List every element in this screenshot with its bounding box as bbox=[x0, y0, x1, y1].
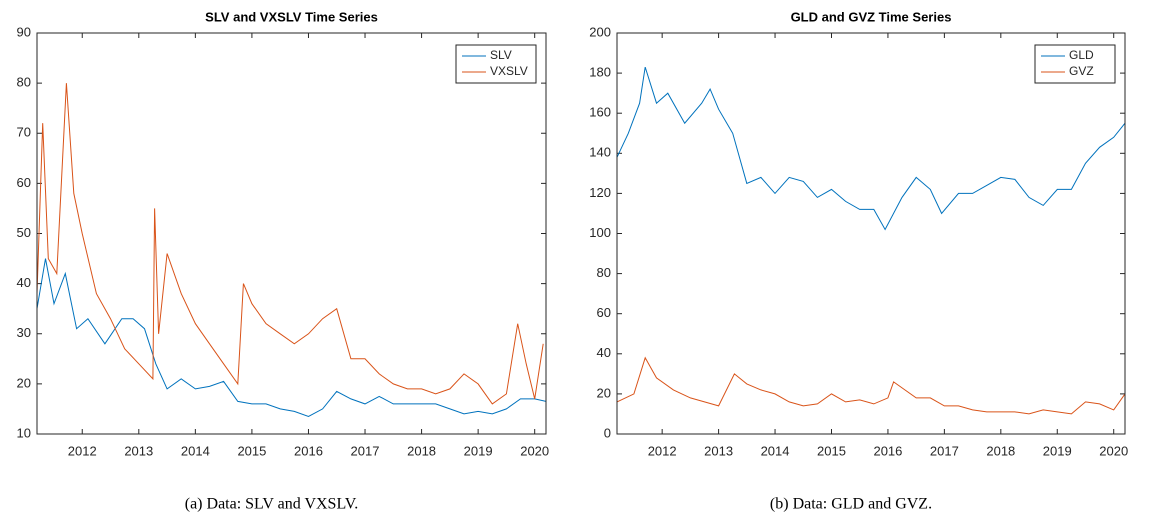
y-tick-label: 20 bbox=[17, 375, 31, 390]
series-line bbox=[616, 66, 1126, 231]
series-line bbox=[616, 356, 1126, 415]
y-tick-label: 30 bbox=[17, 325, 31, 340]
legend-label: VXSLV bbox=[490, 64, 528, 78]
x-tick-label: 2018 bbox=[986, 443, 1015, 458]
legend-label: SLV bbox=[490, 48, 512, 62]
series-line bbox=[36, 83, 544, 405]
y-tick-label: 60 bbox=[17, 175, 31, 190]
x-tick-label: 2019 bbox=[464, 443, 493, 458]
chart-title: SLV and VXSLV Time Series bbox=[205, 9, 378, 24]
x-tick-label: 2015 bbox=[817, 443, 846, 458]
y-tick-label: 80 bbox=[597, 265, 611, 280]
legend-box bbox=[455, 44, 537, 84]
x-tick-label: 2013 bbox=[704, 443, 733, 458]
y-tick-label: 10 bbox=[17, 425, 31, 440]
plot-area bbox=[37, 33, 546, 434]
y-tick-label: 90 bbox=[17, 24, 31, 39]
caption: (b) Data: GLD and GVZ. bbox=[770, 496, 932, 513]
y-tick-label: 200 bbox=[589, 24, 611, 39]
x-tick-label: 2013 bbox=[124, 443, 153, 458]
y-tick-label: 60 bbox=[597, 305, 611, 320]
axes-box bbox=[616, 32, 1126, 435]
legend-label: GVZ bbox=[1069, 64, 1094, 78]
legend-label: GLD bbox=[1069, 48, 1094, 62]
x-tick-label: 2016 bbox=[294, 443, 323, 458]
y-tick-label: 70 bbox=[17, 125, 31, 140]
caption: (a) Data: SLV and VXSLV. bbox=[185, 496, 359, 513]
y-tick-label: 40 bbox=[17, 275, 31, 290]
x-tick-label: 2020 bbox=[520, 443, 549, 458]
axes-box bbox=[36, 32, 547, 435]
y-tick-label: 80 bbox=[17, 75, 31, 90]
y-tick-label: 0 bbox=[604, 425, 611, 440]
chart-title: GLD and GVZ Time Series bbox=[791, 9, 952, 24]
y-tick-label: 100 bbox=[589, 225, 611, 240]
y-tick-label: 180 bbox=[589, 65, 611, 80]
x-tick-label: 2017 bbox=[930, 443, 959, 458]
y-tick-label: 20 bbox=[597, 385, 611, 400]
y-tick-label: 140 bbox=[589, 145, 611, 160]
y-tick-label: 40 bbox=[597, 345, 611, 360]
y-tick-label: 50 bbox=[17, 225, 31, 240]
x-tick-label: 2015 bbox=[237, 443, 266, 458]
series-line bbox=[36, 258, 547, 418]
x-tick-label: 2012 bbox=[68, 443, 97, 458]
x-tick-label: 2017 bbox=[351, 443, 380, 458]
x-tick-label: 2018 bbox=[407, 443, 436, 458]
x-tick-label: 2019 bbox=[1043, 443, 1072, 458]
x-tick-label: 2020 bbox=[1099, 443, 1128, 458]
x-tick-label: 2016 bbox=[873, 443, 902, 458]
x-tick-label: 2014 bbox=[181, 443, 210, 458]
x-tick-label: 2012 bbox=[648, 443, 677, 458]
y-tick-label: 120 bbox=[589, 185, 611, 200]
x-tick-label: 2014 bbox=[761, 443, 790, 458]
legend-box bbox=[1034, 44, 1116, 84]
y-tick-label: 160 bbox=[589, 105, 611, 120]
plot-area bbox=[617, 33, 1125, 434]
